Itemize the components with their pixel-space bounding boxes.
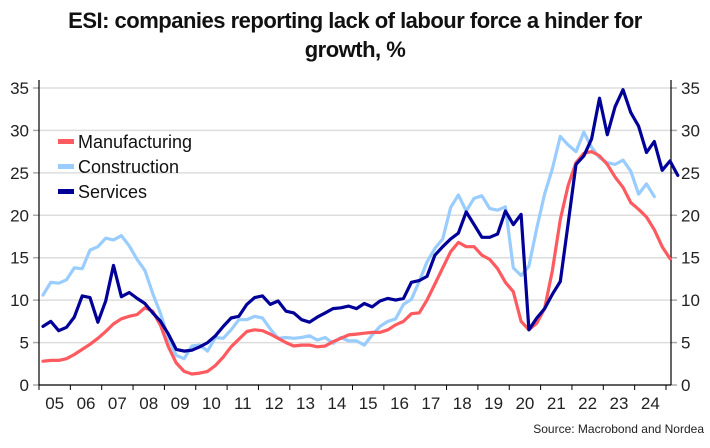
- x-tick-label: 06: [77, 394, 96, 413]
- legend-swatch-services: [58, 189, 74, 194]
- x-tick-label: 21: [547, 394, 566, 413]
- chart-title: ESI: companies reporting lack of labour …: [0, 6, 710, 64]
- y-axis-right: 0 5 10 15 20 25 30 35: [670, 79, 700, 395]
- series-lines: [41, 88, 680, 376]
- y-tick-label-left: 35: [10, 79, 29, 98]
- legend-swatch-manufacturing: [58, 139, 74, 144]
- y-tick-label-left: 20: [10, 206, 29, 225]
- x-tick-label: 24: [641, 394, 660, 413]
- x-tick-label: 07: [108, 394, 127, 413]
- x-tick-label: 11: [234, 394, 252, 413]
- x-tick-label: 13: [296, 394, 315, 413]
- y-tick-label-left: 10: [10, 291, 29, 310]
- chart-title-line-1: ESI: companies reporting lack of labour …: [68, 8, 642, 33]
- legend-label-manufacturing: Manufacturing: [78, 132, 192, 152]
- x-tick-label: 12: [265, 394, 284, 413]
- x-tick-label: 10: [202, 394, 221, 413]
- x-tick-label: 18: [453, 394, 472, 413]
- y-tick-label-right: 0: [681, 376, 690, 395]
- x-tick-label: 17: [421, 394, 440, 413]
- y-tick-label-left: 25: [10, 164, 29, 183]
- y-tick-label-right: 15: [681, 249, 700, 268]
- x-tick-label: 14: [327, 394, 346, 413]
- x-tick-label: 15: [359, 394, 378, 413]
- x-tick-label: 23: [610, 394, 629, 413]
- legend-swatch-construction: [58, 164, 74, 169]
- x-tick-label: 19: [484, 394, 503, 413]
- y-axis-left: 0 5 10 15 20 25 30 35: [10, 79, 40, 395]
- gridlines: [39, 87, 671, 344]
- x-tick-label: 09: [171, 394, 190, 413]
- y-tick-label-left: 0: [20, 376, 29, 395]
- x-tick-label: 20: [515, 394, 534, 413]
- y-tick-label-right: 10: [681, 291, 700, 310]
- legend-label-services: Services: [78, 182, 147, 202]
- y-tick-label-left: 5: [20, 334, 29, 353]
- y-tick-label-right: 35: [681, 79, 700, 98]
- y-tick-label-right: 20: [681, 206, 700, 225]
- series-line-services: [41, 88, 680, 353]
- x-tick-label: 16: [390, 394, 409, 413]
- x-tick-label: 22: [578, 394, 597, 413]
- x-tick-label: 05: [45, 394, 64, 413]
- y-tick-label-left: 15: [10, 249, 29, 268]
- legend: Manufacturing Construction Services: [58, 132, 192, 202]
- x-tick-label: 08: [139, 394, 158, 413]
- y-tick-label-right: 25: [681, 164, 700, 183]
- series-line-construction: [41, 130, 656, 361]
- x-axis: 05 06 07 08 09 10 11 12 13 14 15 16 17 18 19 20 21 22 23 24: [38, 384, 671, 413]
- chart-title-line-2: growth, %: [304, 37, 406, 62]
- source-note: Source: Macrobond and Nordea: [533, 422, 704, 436]
- legend-label-construction: Construction: [78, 157, 179, 177]
- y-tick-label-right: 30: [681, 121, 700, 140]
- y-tick-label-left: 30: [10, 121, 29, 140]
- y-tick-label-right: 5: [681, 334, 690, 353]
